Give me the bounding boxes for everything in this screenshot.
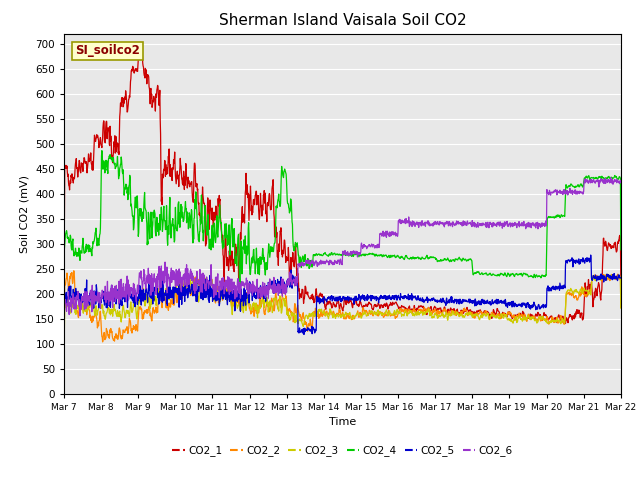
Text: SI_soilco2: SI_soilco2 <box>75 44 140 58</box>
CO2_3 <box>318 308 326 313</box>
CO2_2 <box>297 315 305 321</box>
CO2_4 <box>60 293 68 299</box>
CO2_2 <box>99 339 106 345</box>
CO2_6 <box>378 231 385 237</box>
CO2_6 <box>308 261 316 266</box>
CO2_1 <box>138 41 145 47</box>
X-axis label: Time: Time <box>329 417 356 427</box>
Legend: CO2_1, CO2_2, CO2_3, CO2_4, CO2_5, CO2_6: CO2_1, CO2_2, CO2_3, CO2_4, CO2_5, CO2_6 <box>168 441 516 460</box>
Line: CO2_1: CO2_1 <box>64 44 621 324</box>
CO2_4 <box>126 175 134 180</box>
CO2_6 <box>126 292 134 298</box>
CO2_1 <box>562 321 570 326</box>
CO2_6 <box>607 175 614 180</box>
CO2_2 <box>617 304 625 310</box>
CO2_1 <box>297 292 305 298</box>
Y-axis label: Soil CO2 (mV): Soil CO2 (mV) <box>20 175 29 252</box>
Line: CO2_3: CO2_3 <box>64 274 621 355</box>
CO2_5 <box>308 331 316 336</box>
CO2_1 <box>126 95 134 100</box>
CO2_5 <box>587 252 595 258</box>
CO2_2 <box>70 268 77 274</box>
CO2_3 <box>308 313 316 319</box>
CO2_4 <box>617 247 625 252</box>
CO2_3 <box>126 310 134 315</box>
CO2_2 <box>319 311 326 316</box>
Title: Sherman Island Vaisala Soil CO2: Sherman Island Vaisala Soil CO2 <box>219 13 466 28</box>
CO2_2 <box>104 333 111 338</box>
CO2_5 <box>617 275 625 281</box>
CO2_4 <box>318 253 326 259</box>
CO2_5 <box>296 329 304 335</box>
CO2_5 <box>60 291 68 297</box>
CO2_4 <box>104 167 111 172</box>
CO2_3 <box>377 310 385 315</box>
CO2_1 <box>60 279 68 285</box>
CO2_2 <box>60 334 68 340</box>
CO2_1 <box>318 291 326 297</box>
CO2_6 <box>297 261 305 267</box>
CO2_6 <box>318 259 326 264</box>
CO2_6 <box>617 179 625 185</box>
CO2_5 <box>126 289 134 295</box>
CO2_5 <box>103 305 111 311</box>
CO2_4 <box>297 256 305 262</box>
CO2_3 <box>60 352 68 358</box>
CO2_3 <box>296 317 304 323</box>
CO2_1 <box>617 276 625 281</box>
CO2_6 <box>60 303 68 309</box>
CO2_2 <box>308 320 316 326</box>
Line: CO2_4: CO2_4 <box>64 151 621 296</box>
CO2_4 <box>378 252 385 258</box>
Line: CO2_5: CO2_5 <box>64 255 621 335</box>
Line: CO2_2: CO2_2 <box>64 271 621 342</box>
CO2_1 <box>378 302 385 308</box>
CO2_5 <box>300 332 308 337</box>
CO2_5 <box>318 299 326 304</box>
CO2_6 <box>76 313 84 319</box>
CO2_1 <box>103 136 111 142</box>
CO2_2 <box>127 320 134 325</box>
CO2_2 <box>378 311 385 317</box>
CO2_1 <box>308 294 316 300</box>
CO2_4 <box>308 264 316 270</box>
CO2_3 <box>604 271 611 277</box>
Line: CO2_6: CO2_6 <box>64 178 621 316</box>
CO2_6 <box>104 278 111 284</box>
CO2_4 <box>98 148 106 154</box>
CO2_3 <box>103 309 111 315</box>
CO2_5 <box>378 293 385 299</box>
CO2_3 <box>617 305 625 311</box>
